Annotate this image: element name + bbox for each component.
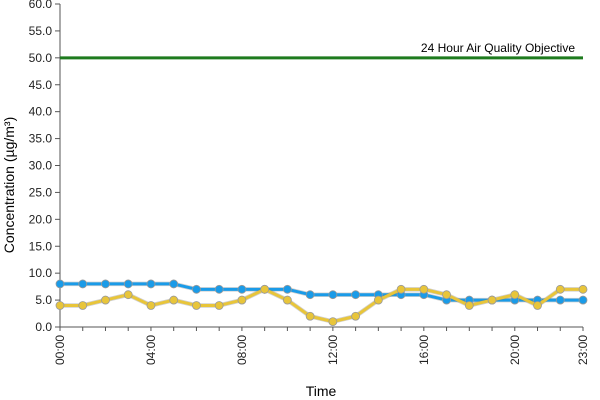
y-axis-title: Concentration (µg/m³) <box>1 117 17 253</box>
y-tick-label: 5.0 <box>35 293 52 307</box>
data-point <box>351 290 361 300</box>
data-point <box>555 284 565 294</box>
data-point <box>282 284 292 294</box>
y-tick-label: 50.0 <box>29 51 53 65</box>
y-tick-label: 10.0 <box>29 266 53 280</box>
y-tick-label: 30.0 <box>29 159 53 173</box>
data-point <box>419 284 429 294</box>
data-point <box>328 290 338 300</box>
data-point <box>305 311 315 321</box>
data-point <box>328 317 338 327</box>
objective-label: 24 Hour Air Quality Objective <box>421 41 575 55</box>
data-point <box>578 284 588 294</box>
x-tick-label: 12:00 <box>326 335 340 365</box>
data-point <box>169 279 179 289</box>
data-point <box>510 290 520 300</box>
x-tick-label: 23:00 <box>576 335 590 365</box>
data-point <box>237 295 247 305</box>
data-point <box>373 295 383 305</box>
data-point <box>396 284 406 294</box>
data-point <box>214 301 224 310</box>
y-tick-label: 35.0 <box>29 132 53 146</box>
data-point <box>487 295 497 305</box>
data-point <box>555 295 565 305</box>
x-tick-label: 08:00 <box>235 335 249 365</box>
data-point <box>78 301 88 310</box>
data-point <box>442 290 451 300</box>
y-tick-label: 40.0 <box>29 105 53 119</box>
y-tick-label: 0.0 <box>35 320 52 334</box>
y-tick-label: 20.0 <box>29 212 53 226</box>
data-point <box>305 290 315 300</box>
x-tick-label: 04:00 <box>144 335 158 365</box>
data-point <box>464 301 474 310</box>
data-point <box>282 295 292 305</box>
data-point <box>55 279 65 289</box>
x-tick-label: 20:00 <box>508 335 522 365</box>
y-ticks: 0.0 5.0 10.0 15.0 20.0 25.0 30.0 35.0 40.0 45.0 50… <box>29 0 60 334</box>
data-point <box>192 284 201 294</box>
data-point <box>101 279 110 289</box>
reference-line: 24 Hour Air Quality Objective <box>60 41 583 60</box>
data-point <box>192 301 201 310</box>
data-point <box>351 311 361 321</box>
data-point <box>214 284 224 294</box>
y-tick-label: 15.0 <box>29 239 53 253</box>
x-ticks: 00:00 04:00 08:00 12:00 16:00 20:00 23:00 <box>53 327 590 365</box>
data-point <box>146 279 156 289</box>
data-point <box>169 295 179 305</box>
data-point <box>260 284 270 294</box>
data-point <box>146 301 156 310</box>
data-point <box>533 301 542 310</box>
y-tick-label: 25.0 <box>29 185 53 199</box>
x-axis-title: Time <box>306 383 337 399</box>
series-1 <box>55 284 588 327</box>
data-point <box>237 284 247 294</box>
y-tick-label: 45.0 <box>29 78 53 92</box>
data-point <box>101 295 110 305</box>
data-point <box>78 279 88 289</box>
data-point <box>55 301 65 310</box>
series-group <box>55 279 588 327</box>
x-tick-label: 16:00 <box>417 335 431 365</box>
data-point <box>123 279 133 289</box>
y-tick-label: 55.0 <box>29 24 53 38</box>
y-tick-label: 60.0 <box>29 0 53 11</box>
data-point <box>123 290 133 300</box>
data-point <box>578 295 588 305</box>
x-tick-label: 00:00 <box>53 335 67 365</box>
